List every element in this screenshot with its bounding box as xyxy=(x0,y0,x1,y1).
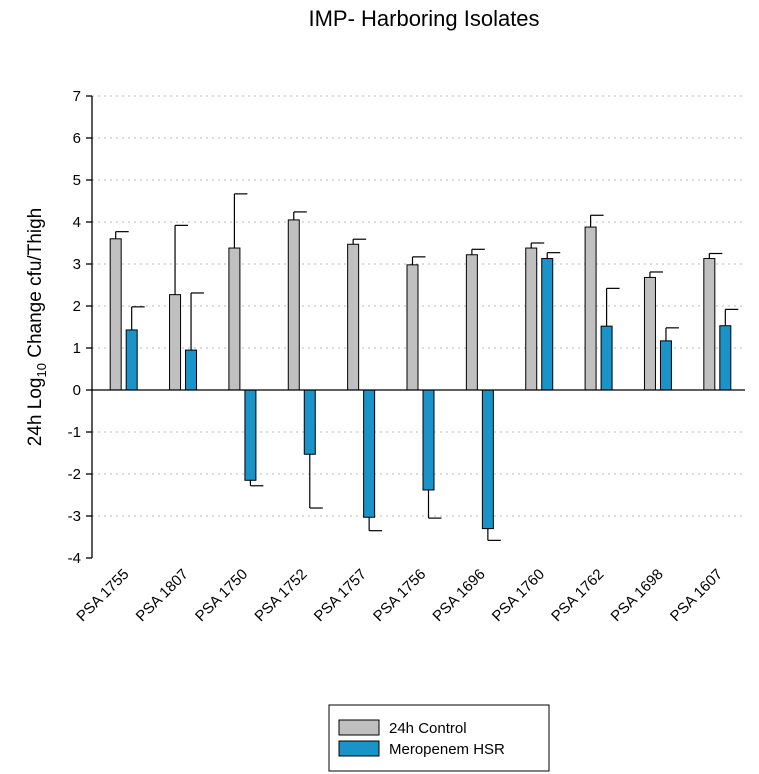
bar-meropenem-hsr-psa-1807 xyxy=(185,349,198,391)
legend-label-meropenem-hsr: Meropenem HSR xyxy=(389,741,505,758)
y-tick-label: 5 xyxy=(73,172,81,189)
x-tick-label: PSA 1757 xyxy=(311,566,370,625)
y-axis-label: 24h Log10 Change cfu/Thigh xyxy=(25,208,49,446)
bar-meropenem-hsr-psa-1696 xyxy=(481,389,494,530)
x-tick-label: PSA 1756 xyxy=(370,566,429,625)
y-tick-label: -4 xyxy=(68,550,81,567)
bar-24h-control-psa-1750 xyxy=(228,247,241,391)
x-tick-label: PSA 1750 xyxy=(192,566,251,625)
chart-title: IMP- Harboring Isolates xyxy=(308,6,539,31)
y-tick-label: 2 xyxy=(73,298,81,315)
y-tick-label: 6 xyxy=(73,130,81,147)
bar-meropenem-hsr-psa-1762 xyxy=(600,325,613,391)
y-tick-label: 4 xyxy=(73,214,81,231)
bar-24h-control-psa-1698 xyxy=(643,276,656,391)
legend-swatch-meropenem-hsr xyxy=(338,740,380,757)
bar-24h-control-psa-1807 xyxy=(169,294,182,391)
y-tick-labels: -4 -3 -2 -1 0 1 2 3 4 5 6 7 xyxy=(68,88,81,567)
x-tick-label: PSA 1807 xyxy=(133,566,192,625)
bars xyxy=(109,193,739,541)
legend-label-24h-control: 24h Control xyxy=(389,720,467,737)
y-axis-label-main: 24h Log xyxy=(25,378,46,447)
bar-meropenem-hsr-psa-1750 xyxy=(244,389,257,481)
y-tick-label: 3 xyxy=(73,256,81,273)
y-tick-label: 1 xyxy=(73,340,81,357)
legend-box xyxy=(328,704,550,772)
bar-24h-control-psa-1760 xyxy=(525,247,538,391)
x-tick-label: PSA 1762 xyxy=(548,566,607,625)
x-tick-label: PSA 1760 xyxy=(489,566,548,625)
x-tick-label: PSA 1698 xyxy=(608,566,667,625)
x-tick-label: PSA 1755 xyxy=(73,566,132,625)
axes xyxy=(86,95,745,559)
y-tick-label: -3 xyxy=(68,508,81,525)
bar-24h-control-psa-1607 xyxy=(703,258,716,391)
bar-meropenem-hsr-psa-1698 xyxy=(659,340,672,391)
bar-meropenem-hsr-psa-1755 xyxy=(125,329,138,391)
bar-24h-control-psa-1756 xyxy=(406,264,419,391)
bar-24h-control-psa-1762 xyxy=(584,226,597,391)
bar-24h-control-psa-1755 xyxy=(109,238,122,391)
x-tick-labels: PSA 1755 PSA 1807 PSA 1750 PSA 1752 PSA 1757… xyxy=(73,566,726,625)
bar-24h-control-psa-1696 xyxy=(465,254,478,391)
bar-meropenem-hsr-psa-1757 xyxy=(363,389,376,518)
bar-24h-control-psa-1757 xyxy=(347,243,360,391)
y-tick-label: -1 xyxy=(68,424,81,441)
bar-meropenem-hsr-psa-1760 xyxy=(541,258,554,391)
y-axis-label-subscript: 10 xyxy=(34,363,49,377)
grid-lines xyxy=(92,95,745,517)
y-tick-label: 7 xyxy=(73,88,81,105)
bar-meropenem-hsr-psa-1756 xyxy=(422,389,435,491)
bar-24h-control-psa-1752 xyxy=(287,219,300,391)
x-tick-label: PSA 1607 xyxy=(667,566,726,625)
bar-meropenem-hsr-psa-1752 xyxy=(303,389,316,455)
y-axis-label-rest: Change cfu/Thigh xyxy=(25,208,46,363)
y-tick-label: -2 xyxy=(68,466,81,483)
x-tick-label: PSA 1752 xyxy=(251,566,310,625)
legend: 24h Control Meropenem HSR xyxy=(328,704,550,772)
legend-swatch-24h-control xyxy=(338,719,380,736)
y-tick-label: 0 xyxy=(73,382,81,399)
bar-meropenem-hsr-psa-1607 xyxy=(719,325,732,391)
x-tick-label: PSA 1696 xyxy=(429,566,488,625)
